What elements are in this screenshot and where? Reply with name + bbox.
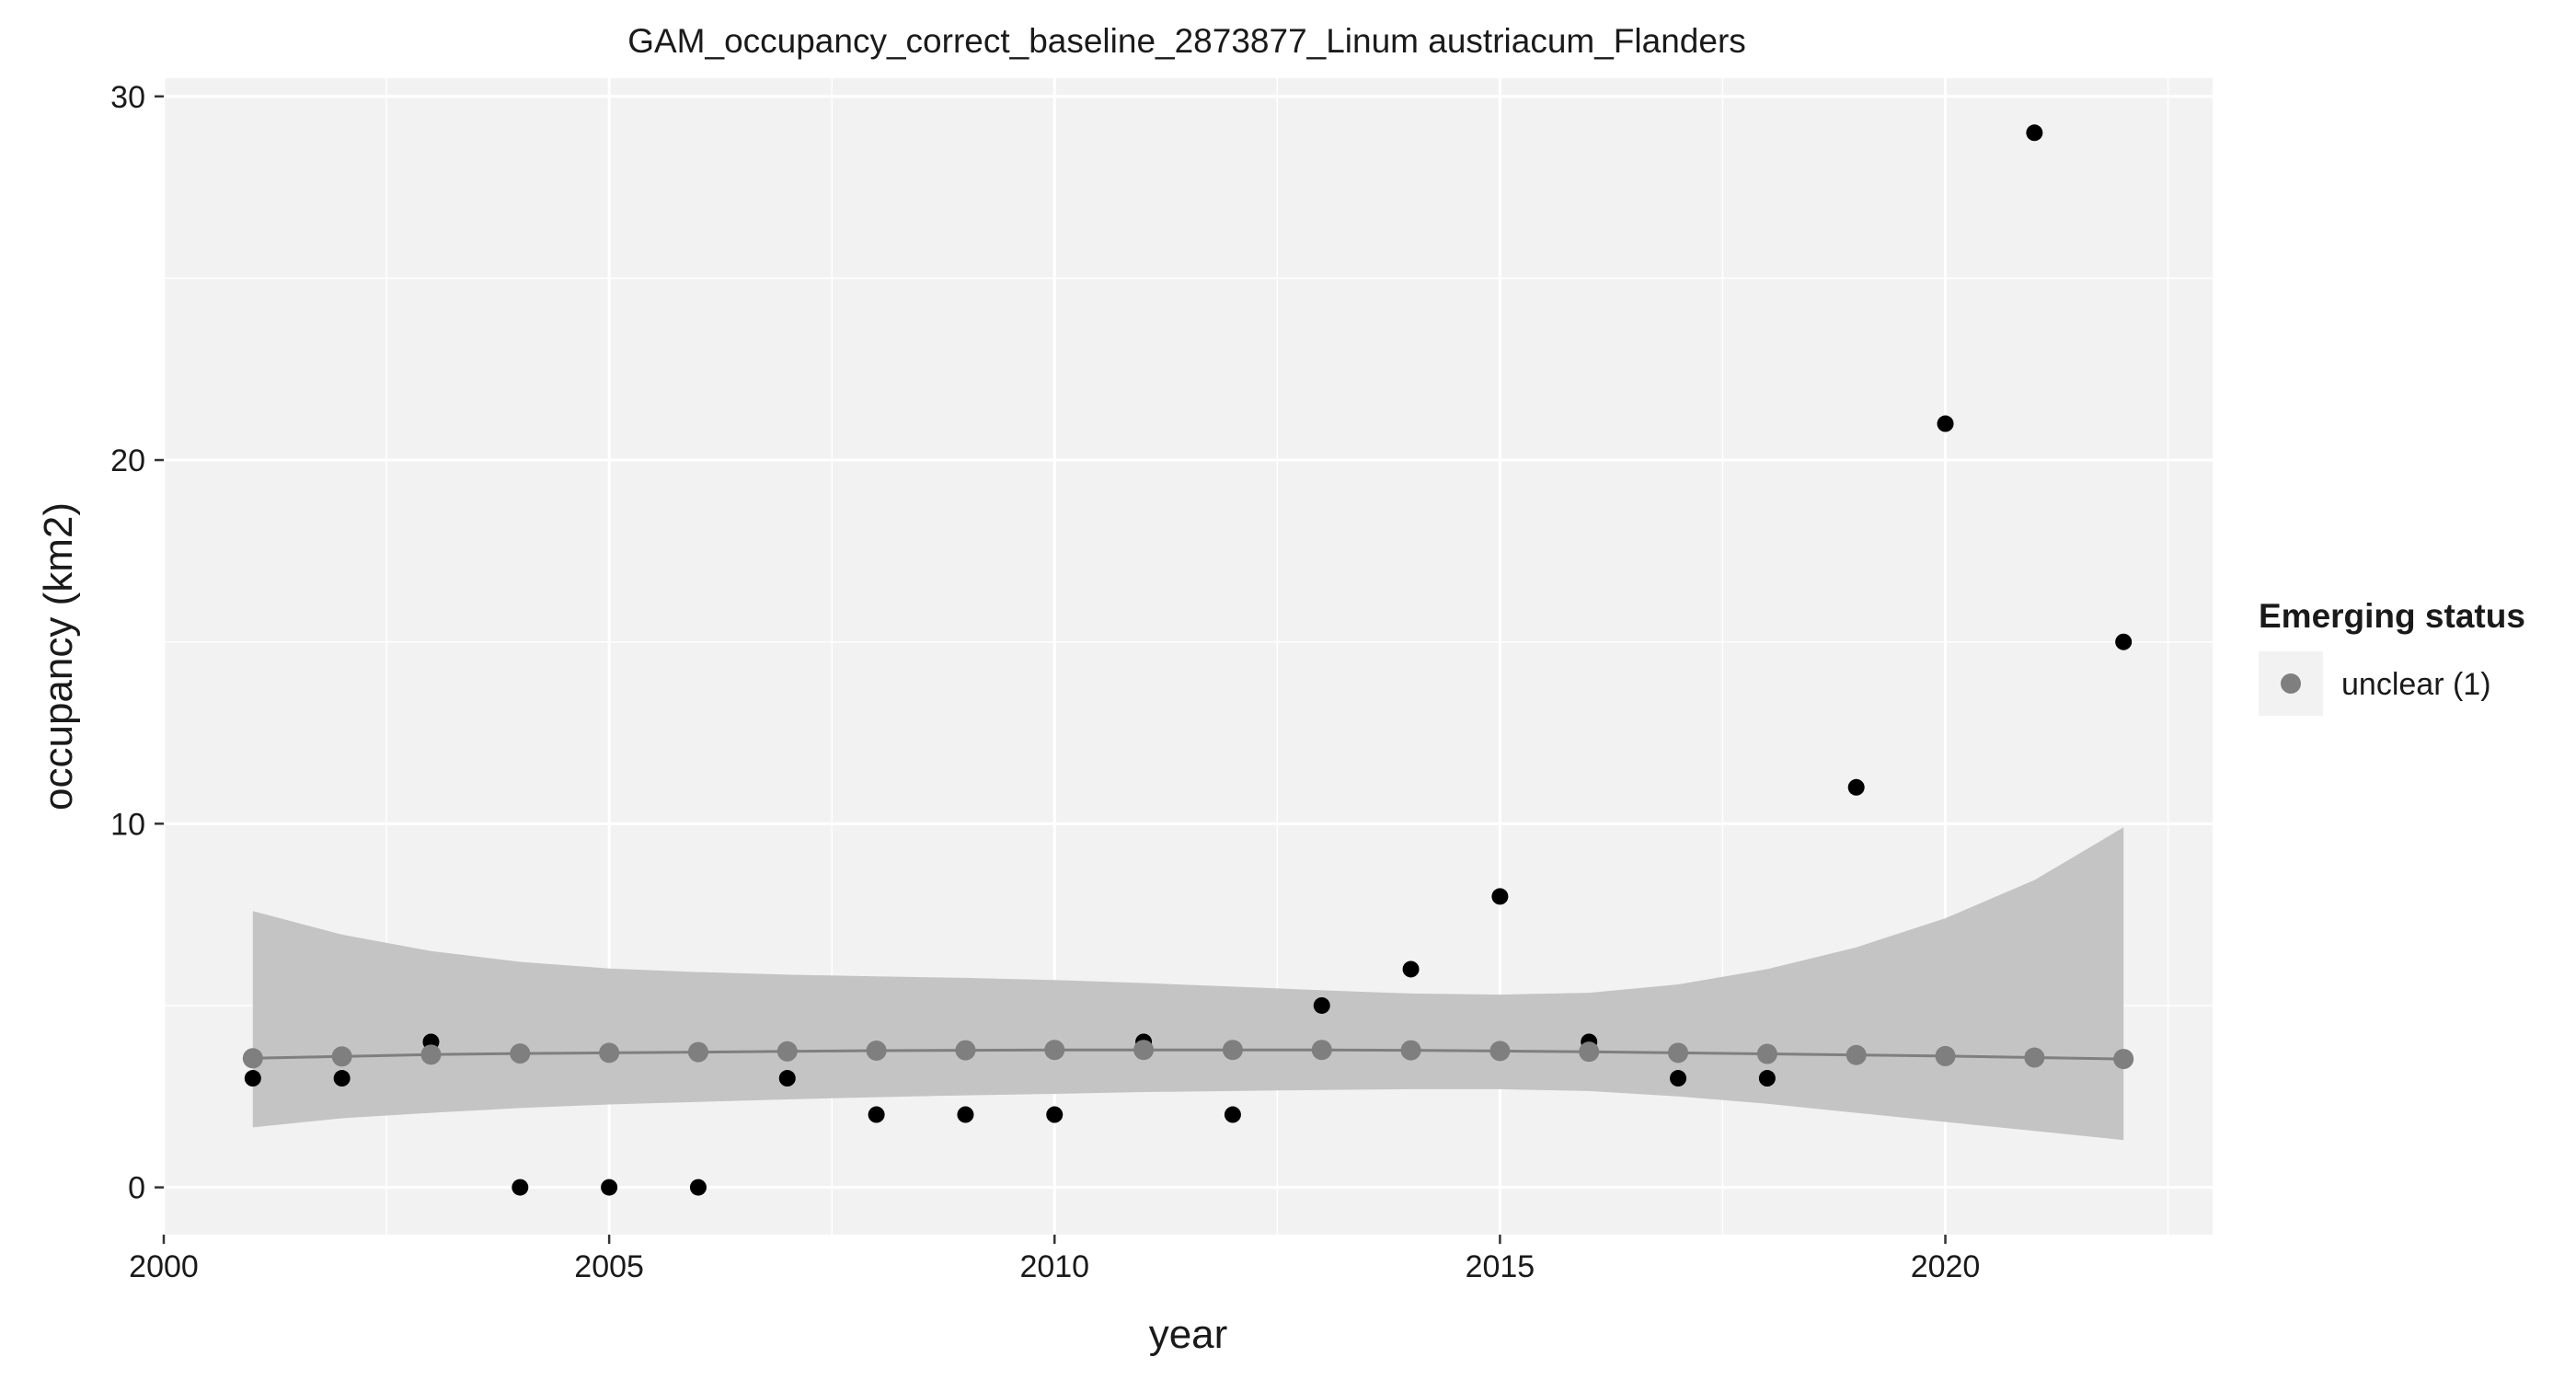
fit-point: [1489, 1041, 1511, 1062]
fit-point: [599, 1042, 620, 1064]
y-tick-label: 0: [128, 1171, 145, 1206]
y-axis: 0 10 20 30: [110, 80, 164, 1206]
fit-point: [331, 1046, 352, 1067]
observed-point: [1847, 778, 1865, 796]
fit-point: [242, 1048, 263, 1069]
observed-point: [512, 1179, 529, 1196]
fit-points-layer: [242, 1040, 2134, 1070]
observed-point: [2115, 633, 2133, 650]
observed-point: [1937, 415, 1954, 432]
legend-entry-label: unclear (1): [2341, 667, 2491, 702]
legend: Emerging status unclear (1): [2259, 597, 2525, 716]
observed-point: [1313, 996, 1330, 1014]
observed-point: [1491, 888, 1509, 905]
fit-point: [687, 1041, 708, 1063]
observed-point: [689, 1179, 707, 1196]
x-axis-title: year: [1149, 1312, 1228, 1357]
y-tick-label: 20: [110, 443, 145, 478]
observed-point: [868, 1106, 885, 1123]
observed-point: [1224, 1106, 1241, 1123]
fit-point: [1846, 1044, 1867, 1065]
fit-point: [1044, 1040, 1065, 1061]
chart-title: GAM_occupancy_correct_baseline_2873877_L…: [627, 22, 1746, 60]
observed-point: [1670, 1070, 1687, 1087]
fit-line: [252, 1048, 2124, 1061]
fit-point: [955, 1040, 976, 1061]
y-axis-title: occupancy (km2): [36, 502, 81, 811]
fit-line-layer: [252, 1048, 2124, 1061]
confidence-ribbon-layer: [252, 827, 2124, 1141]
observed-point: [778, 1070, 796, 1087]
fit-point: [420, 1044, 442, 1065]
y-tick-label: 30: [110, 80, 145, 115]
observed-point: [601, 1179, 618, 1196]
x-axis: 2000 2005 2010 2015 2020: [129, 1235, 1980, 1284]
x-tick-label: 2000: [129, 1249, 199, 1284]
fit-point: [1400, 1040, 1421, 1061]
fit-point: [510, 1043, 531, 1064]
observed-point: [1402, 960, 1420, 978]
fit-point: [2024, 1047, 2045, 1068]
y-tick-label: 10: [110, 807, 145, 842]
x-tick-label: 2015: [1466, 1249, 1535, 1284]
fit-point: [1756, 1043, 1777, 1064]
x-tick-label: 2020: [1911, 1249, 1981, 1284]
fit-point: [1668, 1042, 1689, 1064]
observed-point: [333, 1070, 351, 1087]
fit-point: [1133, 1040, 1155, 1061]
fit-point: [2113, 1049, 2134, 1070]
observed-point: [1758, 1070, 1776, 1087]
fit-point: [866, 1040, 887, 1061]
fit-point: [1222, 1040, 1243, 1061]
x-tick-label: 2005: [574, 1249, 644, 1284]
legend-entries: unclear (1): [2259, 651, 2491, 716]
fit-point: [776, 1041, 798, 1062]
fit-point: [1579, 1041, 1600, 1063]
x-tick-label: 2010: [1019, 1249, 1089, 1284]
observed-point: [1046, 1106, 1064, 1123]
fit-point: [1935, 1045, 1956, 1066]
fit-point: [1311, 1040, 1332, 1061]
observed-point: [957, 1106, 974, 1123]
legend-title: Emerging status: [2259, 597, 2525, 635]
observed-point: [244, 1070, 261, 1087]
confidence-ribbon: [252, 827, 2124, 1141]
legend-key-point: [2281, 673, 2301, 694]
observed-point: [2026, 124, 2043, 142]
